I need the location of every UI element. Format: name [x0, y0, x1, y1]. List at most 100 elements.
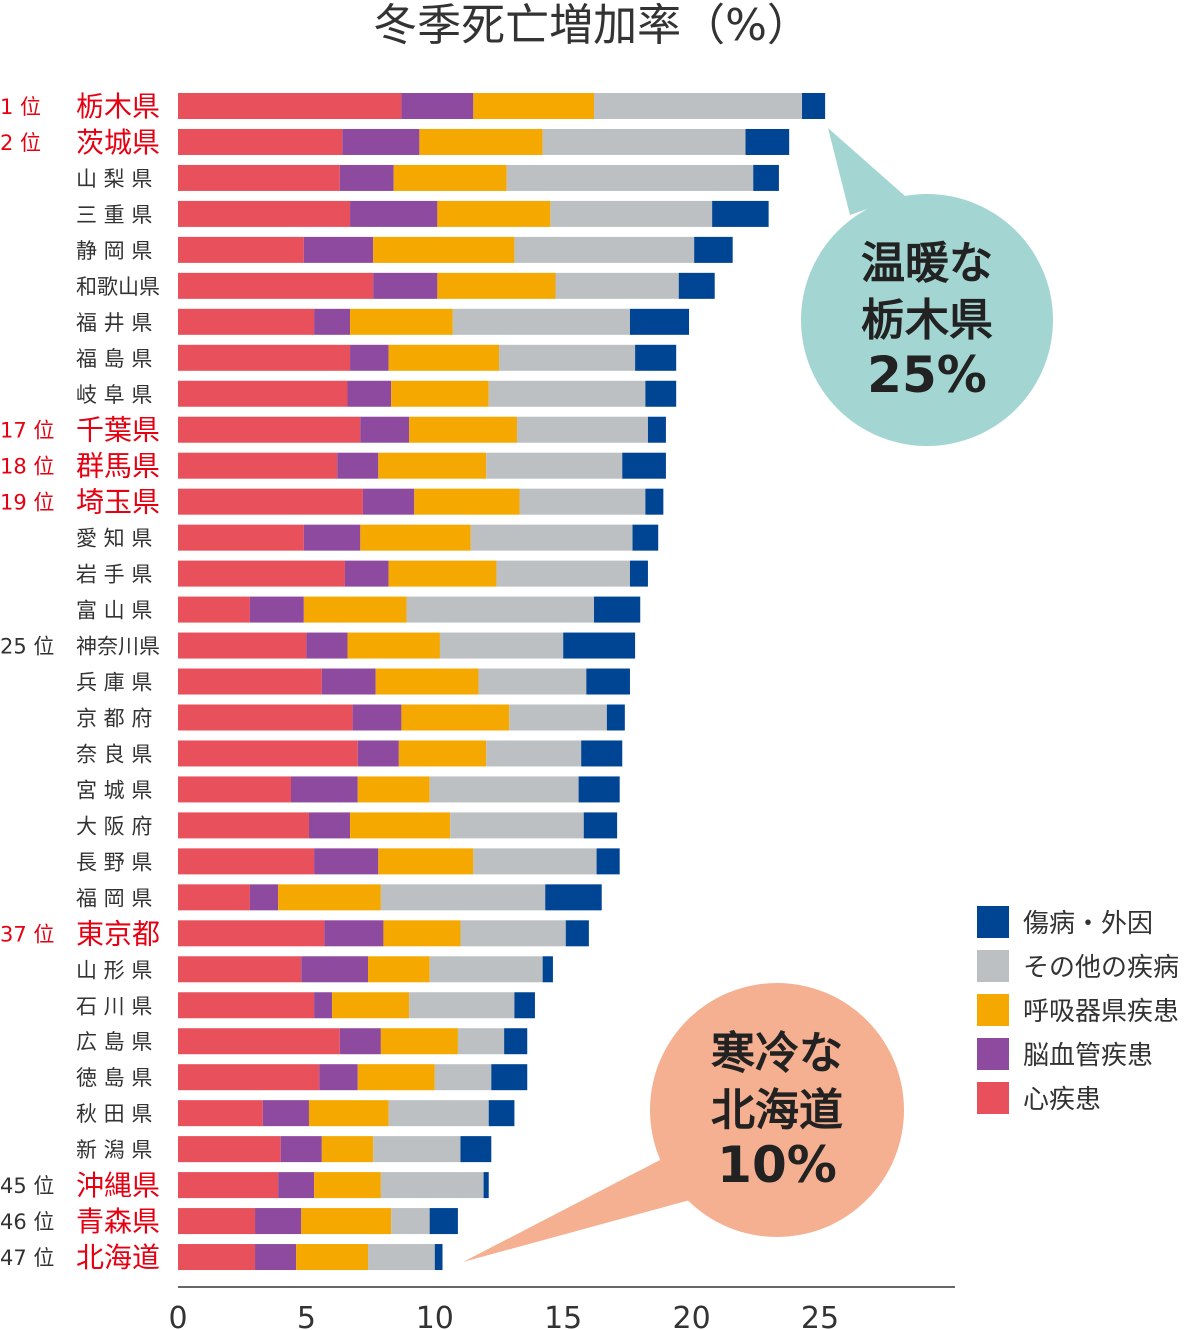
- bar-segment: [555, 272, 679, 299]
- bar-segment: [306, 632, 348, 659]
- bar-segment: [344, 560, 389, 587]
- bar-row: [178, 704, 625, 731]
- bar-segment: [368, 1244, 435, 1271]
- bar-segment: [380, 1172, 484, 1199]
- rank-label: 46 位: [0, 1210, 54, 1234]
- bar-segment: [178, 1100, 263, 1127]
- bar-segment: [178, 560, 345, 587]
- rank-label: 25 位: [0, 635, 54, 659]
- bar-row: [178, 344, 677, 371]
- bar-segment: [178, 992, 315, 1019]
- bar-row: [178, 920, 589, 947]
- bar-segment: [509, 704, 607, 731]
- legend-swatch: [977, 994, 1009, 1026]
- bar-segment: [178, 488, 363, 515]
- bar-segment: [314, 1172, 381, 1199]
- bar-row: [178, 992, 535, 1019]
- callout-text: 栃木県: [861, 295, 993, 346]
- bar-segment: [178, 1244, 256, 1271]
- bar-row: [178, 164, 779, 191]
- bar-segment: [255, 1208, 302, 1235]
- category-label: 兵 庫 県: [76, 671, 152, 695]
- bar-segment: [178, 416, 361, 443]
- bar-segment: [745, 128, 790, 155]
- category-label: 神奈川県: [76, 635, 160, 659]
- rank-label: 37 位: [0, 922, 54, 946]
- bar-segment: [301, 1208, 392, 1235]
- bar-row: [178, 236, 733, 263]
- bar-segment: [339, 164, 394, 191]
- bar-segment: [308, 1100, 389, 1127]
- bar-segment: [550, 200, 713, 227]
- legend-swatch: [977, 1082, 1009, 1114]
- bar-row: [178, 380, 677, 407]
- category-label: 大 阪 府: [76, 814, 152, 838]
- bar-row: [178, 632, 636, 659]
- bar-segment: [249, 596, 304, 623]
- bar-segment: [347, 632, 440, 659]
- bar-segment: [178, 164, 340, 191]
- bar-row: [178, 488, 664, 515]
- bar-segment: [565, 920, 589, 947]
- bar-segment: [545, 884, 602, 911]
- bar-row: [178, 560, 648, 587]
- bar-segment: [375, 668, 479, 695]
- bar-segment: [357, 740, 399, 767]
- x-tick-label: 20: [673, 1301, 711, 1330]
- category-label: 青森県: [76, 1205, 160, 1238]
- category-label: 福 井 県: [76, 311, 152, 335]
- bar-segment: [712, 200, 769, 227]
- bar-segment: [398, 740, 487, 767]
- bar-segment: [178, 776, 291, 803]
- bar-segment: [514, 236, 695, 263]
- bar-segment: [314, 308, 351, 335]
- bar-segment: [178, 596, 250, 623]
- category-label: 広 島 県: [76, 1030, 152, 1054]
- bar-segment: [419, 128, 543, 155]
- bar-segment: [347, 380, 392, 407]
- x-tick-label: 0: [168, 1301, 187, 1330]
- callout-text: 25%: [867, 346, 987, 404]
- category-label: 北海道: [76, 1241, 160, 1274]
- bar-row: [178, 1028, 528, 1055]
- category-label: 三 重 県: [76, 203, 152, 227]
- bar-segment: [496, 560, 630, 587]
- category-label: 東京都: [76, 917, 160, 950]
- bar-segment: [594, 596, 641, 623]
- bar-segment: [380, 1028, 458, 1055]
- bar-row: [178, 776, 620, 803]
- bar-segment: [378, 848, 474, 875]
- legend-label: 心疾患: [1023, 1085, 1101, 1115]
- bar-segment: [542, 956, 553, 983]
- category-label: 岐 阜 県: [76, 383, 152, 407]
- bar-segment: [470, 524, 633, 551]
- category-label: 福 島 県: [76, 347, 152, 371]
- bar-row: [178, 128, 790, 155]
- x-tick-label: 25: [801, 1301, 839, 1330]
- bar-segment: [434, 1064, 492, 1091]
- bar-segment: [319, 1064, 358, 1091]
- bar-segment: [350, 812, 451, 839]
- bar-row: [178, 884, 602, 911]
- bar-segment: [303, 524, 361, 551]
- bar-segment: [596, 848, 620, 875]
- bar-segment: [178, 308, 315, 335]
- bar-segment: [429, 776, 579, 803]
- bar-segment: [296, 1244, 369, 1271]
- bar-segment: [303, 236, 374, 263]
- bar-segment: [581, 740, 623, 767]
- rank-label: 2 位: [0, 131, 41, 155]
- bar-segment: [514, 992, 535, 1019]
- bar-segment: [303, 596, 407, 623]
- bar-row: [178, 93, 826, 119]
- bar-segment: [308, 812, 351, 839]
- bar-segment: [457, 1028, 505, 1055]
- bar-segment: [409, 416, 517, 443]
- bar-segment: [802, 93, 826, 119]
- bar-segment: [357, 1064, 435, 1091]
- bar-segment: [437, 272, 556, 299]
- bar-segment: [450, 812, 584, 839]
- category-label: 群馬県: [76, 450, 160, 483]
